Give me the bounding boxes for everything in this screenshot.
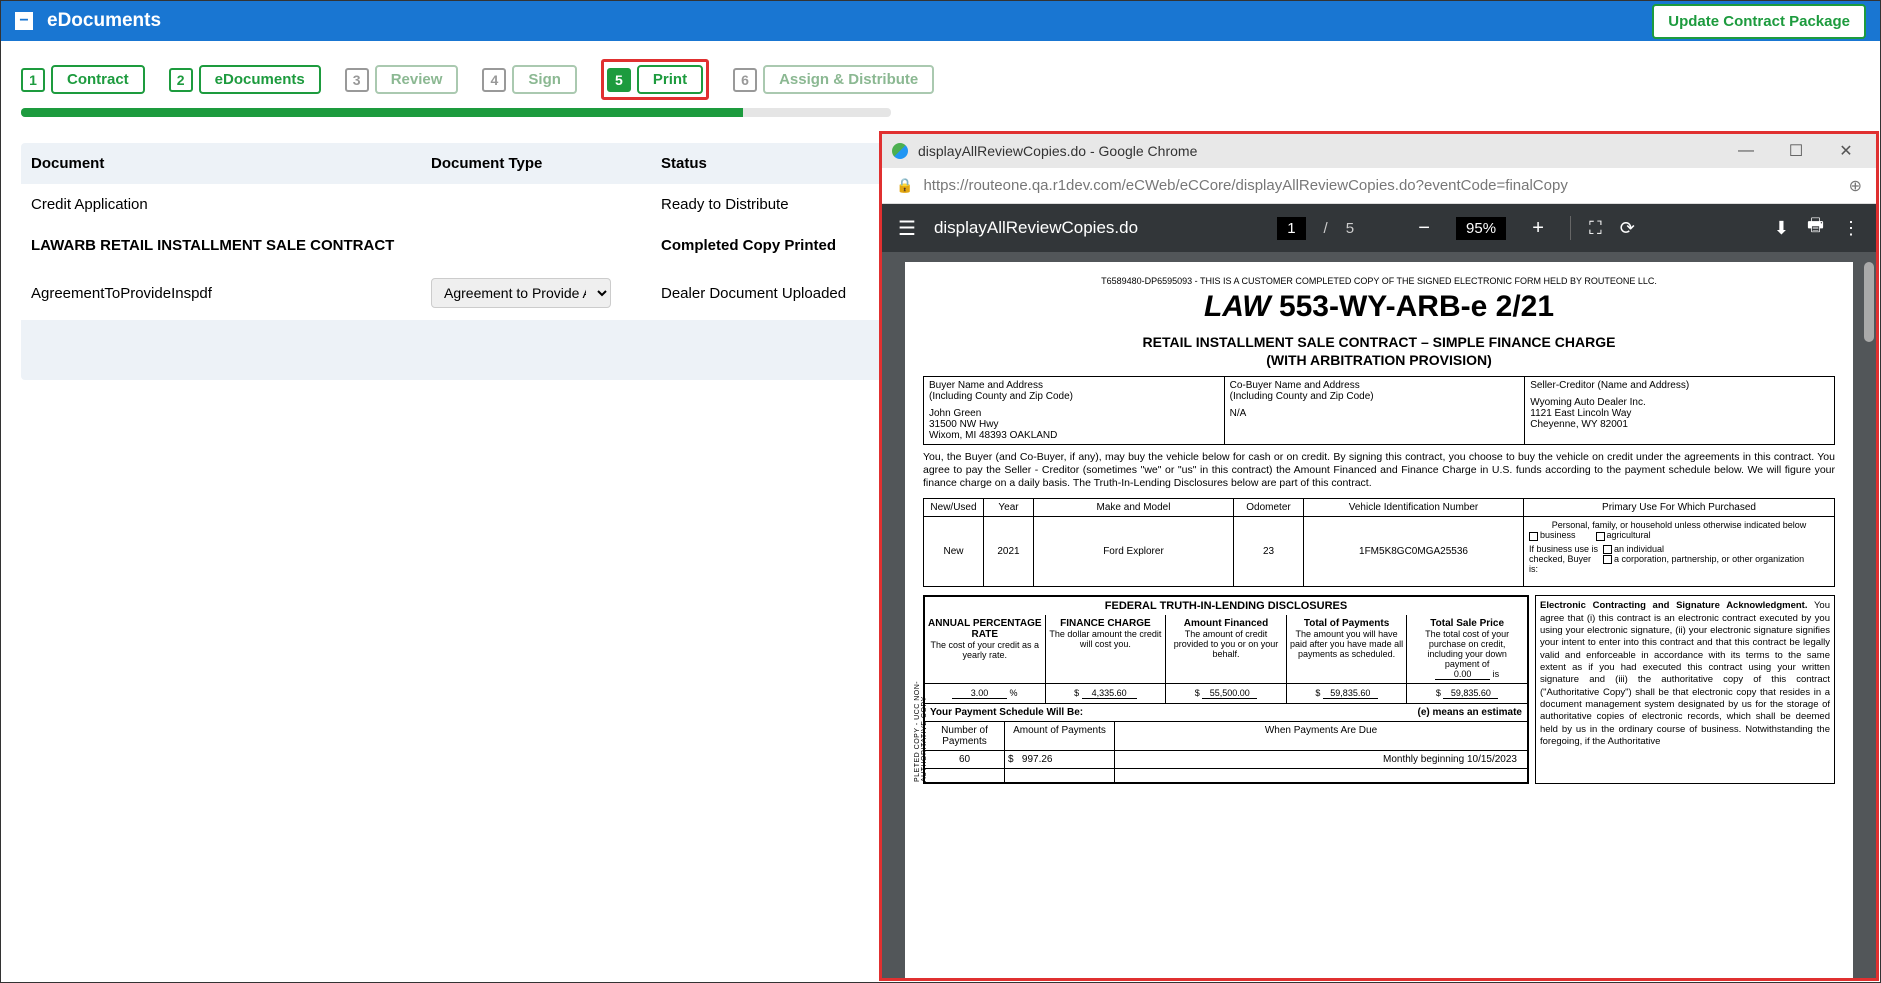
doc-name: Credit Application xyxy=(31,196,431,213)
step-label: Review xyxy=(375,65,459,94)
chrome-icon xyxy=(892,143,908,159)
side-watermark-left: PLETED COPY - UCC NON-AUTHORITATIVE COPY xyxy=(914,677,928,782)
pdf-viewer-body: T6589480-DP6595093 - THIS IS A CUSTOMER … xyxy=(882,252,1876,978)
doc-name: AgreementToProvideInspdf xyxy=(31,285,431,302)
col-status: Status xyxy=(661,155,881,172)
print-icon[interactable]: 🖶 xyxy=(1807,213,1824,243)
table-row: LAWARB RETAIL INSTALLMENT SALE CONTRACT … xyxy=(21,225,891,266)
col-document: Document xyxy=(31,155,431,172)
lock-icon: 🔒 xyxy=(896,177,913,194)
progress-fill xyxy=(21,108,743,117)
step-label: Sign xyxy=(512,65,577,94)
download-icon[interactable]: ⬇ xyxy=(1774,218,1789,239)
step-number: 2 xyxy=(169,68,193,92)
update-contract-package-button[interactable]: Update Contract Package xyxy=(1652,4,1866,39)
col-document-type: Document Type xyxy=(431,155,661,172)
step-edocuments[interactable]: 2 eDocuments xyxy=(169,65,321,94)
vehicle-table: New/Used Year Make and Model Odometer Ve… xyxy=(923,498,1835,587)
page-separator: / xyxy=(1324,220,1328,237)
step-print[interactable]: 5 Print xyxy=(607,65,703,94)
minimize-button[interactable]: — xyxy=(1726,142,1766,160)
step-number: 3 xyxy=(345,68,369,92)
doc-status: Completed Copy Printed xyxy=(661,237,881,254)
contract-intro-para: You, the Buyer (and Co-Buyer, if any), m… xyxy=(923,451,1835,490)
header-bar: − eDocuments Update Contract Package xyxy=(1,1,1880,41)
contract-subtitle1: RETAIL INSTALLMENT SALE CONTRACT – SIMPL… xyxy=(923,334,1835,350)
parties-table: Buyer Name and Address (Including County… xyxy=(923,376,1835,445)
contract-subtitle2: (WITH ARBITRATION PROVISION) xyxy=(923,352,1835,368)
chrome-popup-window: displayAllReviewCopies.do - Google Chrom… xyxy=(879,131,1879,981)
doc-status: Ready to Distribute xyxy=(661,196,881,213)
window-title: displayAllReviewCopies.do - Google Chrom… xyxy=(918,143,1716,159)
url-text[interactable]: https://routeone.qa.r1dev.com/eCWeb/eCCo… xyxy=(923,177,1838,194)
step-number: 4 xyxy=(482,68,506,92)
doc-name: LAWARB RETAIL INSTALLMENT SALE CONTRACT xyxy=(31,237,431,254)
table-row: Credit Application Ready to Distribute xyxy=(21,184,891,225)
step-assign-distribute[interactable]: 6 Assign & Distribute xyxy=(733,65,934,94)
step-label: Contract xyxy=(51,65,145,94)
close-button[interactable]: ✕ xyxy=(1826,141,1866,161)
page-current[interactable]: 1 xyxy=(1277,217,1305,240)
step-number: 1 xyxy=(21,68,45,92)
search-icon[interactable]: ⊕ xyxy=(1849,176,1862,196)
contract-topline: T6589480-DP6595093 - THIS IS A CUSTOMER … xyxy=(923,276,1835,286)
table-row: AgreementToProvideInspdf Agreement to Pr… xyxy=(21,266,891,320)
rotate-icon[interactable]: ⟳ xyxy=(1620,218,1635,239)
page-total: 5 xyxy=(1346,220,1354,237)
doc-type: Agreement to Provide A xyxy=(431,278,661,308)
step-number: 5 xyxy=(607,68,631,92)
zoom-out-button[interactable]: − xyxy=(1410,214,1438,242)
window-titlebar: displayAllReviewCopies.do - Google Chrom… xyxy=(882,134,1876,168)
zoom-percent[interactable]: 95% xyxy=(1456,217,1506,240)
documents-table: Document Document Type Status Credit App… xyxy=(21,143,891,380)
scrollbar-thumb[interactable] xyxy=(1864,262,1874,342)
doc-status: Dealer Document Uploaded xyxy=(661,285,881,302)
step-print-highlighted: 5 Print xyxy=(601,59,709,100)
step-contract[interactable]: 1 Contract xyxy=(21,65,145,94)
step-label: eDocuments xyxy=(199,65,321,94)
zoom-in-button[interactable]: + xyxy=(1524,214,1552,242)
fit-page-icon[interactable]: ⛶ xyxy=(1589,218,1602,239)
pdf-page: T6589480-DP6595093 - THIS IS A CUSTOMER … xyxy=(905,262,1853,978)
step-sign[interactable]: 4 Sign xyxy=(482,65,577,94)
collapse-button[interactable]: − xyxy=(15,12,33,30)
step-label: Print xyxy=(637,65,703,94)
contract-code: LAW 553-WY-ARB-e 2/21 xyxy=(923,290,1835,324)
more-icon[interactable]: ⋮ xyxy=(1842,218,1860,239)
workflow-steps: 1 Contract 2 eDocuments 3 Review 4 Sign … xyxy=(21,59,1860,100)
address-bar: 🔒 https://routeone.qa.r1dev.com/eCWeb/eC… xyxy=(882,168,1876,204)
electronic-ack-box: Electronic Contracting and Signature Ack… xyxy=(1535,595,1835,784)
progress-bar xyxy=(21,108,891,117)
maximize-button[interactable]: ☐ xyxy=(1776,141,1816,161)
pdf-filename: displayAllReviewCopies.do xyxy=(934,218,1138,238)
menu-icon[interactable]: ☰ xyxy=(898,216,916,241)
step-label: Assign & Distribute xyxy=(763,65,934,94)
step-review[interactable]: 3 Review xyxy=(345,65,459,94)
truth-in-lending-box: PLETED COPY - UCC NON-AUTHORITATIVE COPY… xyxy=(923,595,1529,784)
step-number: 6 xyxy=(733,68,757,92)
pdf-toolbar: ☰ displayAllReviewCopies.do 1 / 5 − 95% … xyxy=(882,204,1876,252)
header-title: eDocuments xyxy=(47,10,161,32)
document-type-select[interactable]: Agreement to Provide A xyxy=(431,278,611,308)
